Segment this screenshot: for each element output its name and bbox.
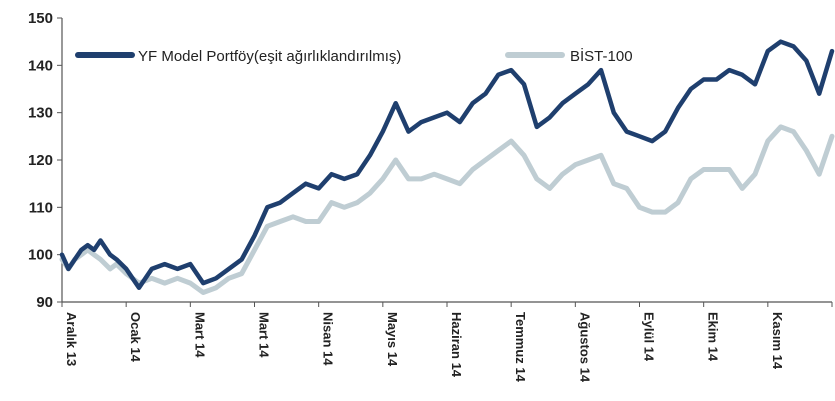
legend: YF Model Portföy(eşit ağırlıklandırılmış… <box>75 47 633 65</box>
legend-label-portfolio: YF Model Portföy(eşit ağırlıklandırılmış… <box>138 48 401 65</box>
x-tick-label: Temmuz 14 <box>513 312 528 383</box>
x-tick-label: Haziran 14 <box>449 312 464 378</box>
x-tick-label: Mart 14 <box>192 312 207 358</box>
y-tick-label: 120 <box>28 152 53 169</box>
y-tick-label: 100 <box>28 247 53 264</box>
y-tick-label: 90 <box>36 294 53 311</box>
x-tick-label: Ekim 14 <box>706 312 721 362</box>
series-line-bist100 <box>59 124 835 295</box>
y-tick-label: 140 <box>28 57 53 74</box>
x-tick-label: Ağustos 14 <box>577 312 592 383</box>
series-line-portfolio <box>59 39 835 291</box>
x-tick-label: Nisan 14 <box>321 312 336 366</box>
x-tick-label: Ocak 14 <box>128 312 143 363</box>
y-tick-label: 150 <box>28 10 53 27</box>
x-tick-label: Aralık 13 <box>64 312 79 366</box>
y-tick-label: 110 <box>29 199 53 216</box>
y-tick-label: 130 <box>28 105 53 122</box>
x-axis-ticks: Aralık 13 Ocak 14 Mart 14 Mart 14 Nisan 14 Ma… <box>61 302 835 383</box>
series-lines <box>59 39 835 295</box>
x-tick-label: Mart 14 <box>257 312 272 358</box>
x-tick-label: Eylül 14 <box>642 312 657 362</box>
x-tick-label: Kasım 14 <box>770 312 785 370</box>
x-tick-label: Mayıs 14 <box>385 312 400 367</box>
y-axis-ticks: 90 100 110 120 130 140 150 <box>28 10 62 311</box>
legend-label-bist100: BİST-100 <box>570 47 633 65</box>
